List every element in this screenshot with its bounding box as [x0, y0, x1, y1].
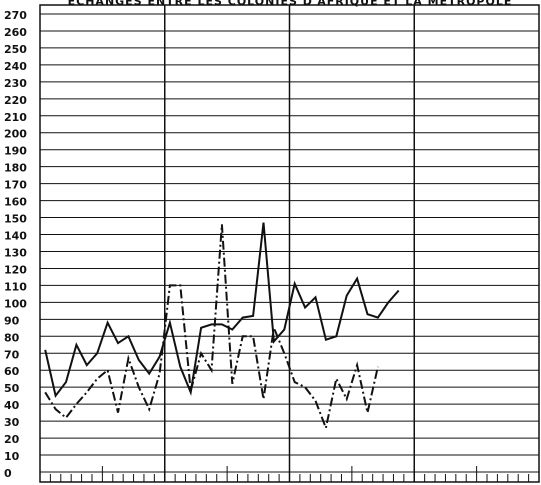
y-tick-label: 150 — [4, 213, 27, 226]
y-tick-label: 240 — [4, 60, 27, 73]
y-tick-label: 120 — [4, 263, 27, 276]
y-tick-label: 230 — [4, 77, 27, 90]
series-line — [44, 224, 379, 432]
y-tick-label: 100 — [4, 297, 27, 310]
y-tick-label: 20 — [4, 433, 20, 446]
y-tick-label: 220 — [4, 94, 27, 107]
series-line — [44, 222, 400, 399]
y-tick-label: 180 — [4, 162, 27, 175]
y-tick-label: 70 — [4, 348, 20, 361]
y-tick-label: 130 — [4, 246, 27, 259]
chart-title: ÉCHANGES ENTRE LES COLONIES D'AFRIQUE ET… — [68, 0, 513, 8]
y-tick-label: 90 — [4, 314, 20, 327]
y-tick-label: 160 — [4, 196, 27, 209]
y-tick-label: 250 — [4, 43, 27, 56]
y-tick-label: 30 — [4, 416, 20, 429]
y-tick-label: 210 — [4, 111, 27, 124]
y-tick-label: 50 — [4, 382, 20, 395]
y-tick-label: 110 — [4, 280, 27, 293]
y-tick-label: 40 — [4, 399, 20, 412]
y-tick-label: 270 — [4, 9, 27, 22]
y-tick-label: 260 — [4, 26, 27, 39]
y-tick-label: 0 — [4, 467, 12, 480]
y-tick-label: 140 — [4, 230, 27, 243]
y-tick-label: 60 — [4, 365, 20, 378]
y-tick-label: 80 — [4, 331, 20, 344]
y-tick-label: 190 — [4, 145, 27, 158]
y-tick-label: 10 — [4, 450, 20, 463]
y-tick-label: 170 — [4, 179, 27, 192]
y-tick-label: 200 — [4, 128, 27, 141]
